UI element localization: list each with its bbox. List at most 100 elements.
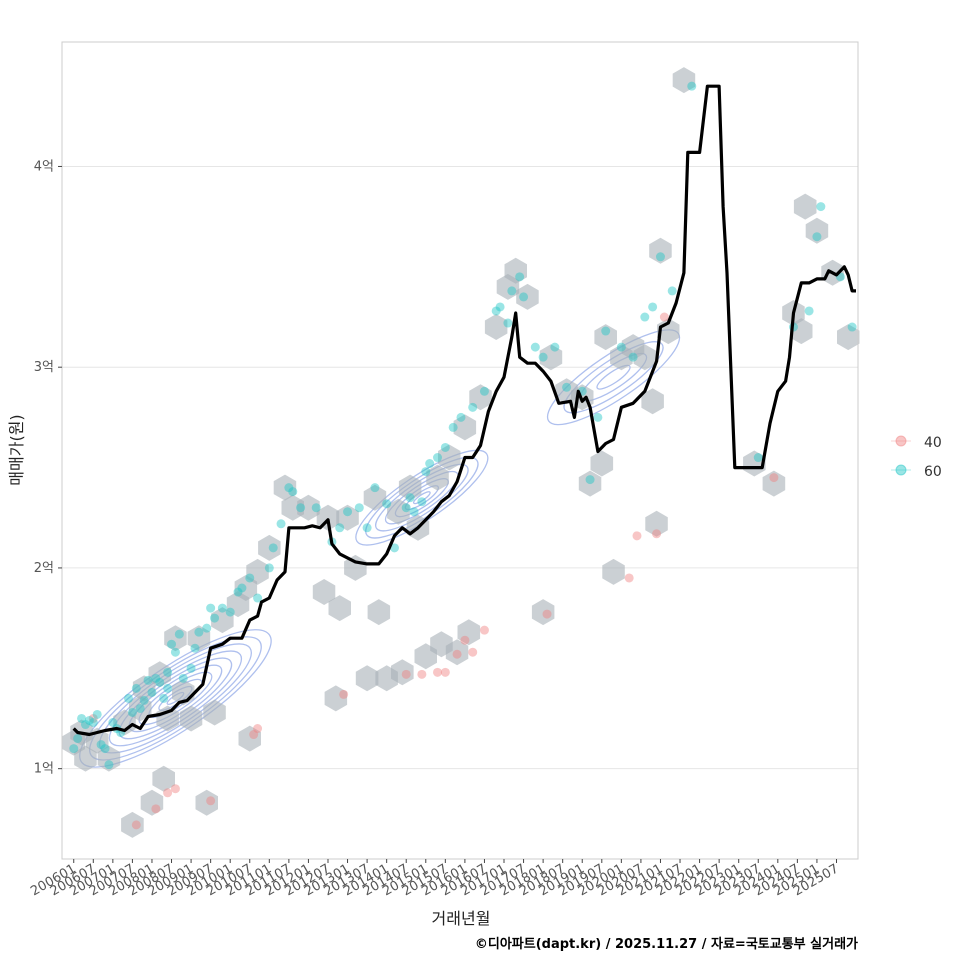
point-size-60: [276, 519, 286, 529]
hexbin-cell: [324, 685, 348, 712]
point-size-60: [163, 667, 173, 677]
point-size-40: [632, 531, 642, 541]
point-size-60: [174, 629, 184, 639]
hexbin-cell: [367, 599, 391, 626]
hexbin-cell: [246, 558, 269, 585]
point-size-40: [468, 647, 478, 657]
point-size-40: [131, 820, 141, 830]
density-contour: [138, 671, 213, 726]
point-size-60: [409, 507, 419, 517]
point-size-40: [452, 649, 462, 659]
hexbin-cell: [132, 675, 156, 702]
hexbin-cell: [453, 414, 477, 441]
hexbin-layer: [62, 67, 860, 838]
point-size-40: [624, 573, 634, 583]
point-size-60: [100, 744, 110, 754]
point-size-60: [468, 402, 478, 412]
density-contour: [563, 341, 664, 414]
point-size-60: [202, 623, 212, 633]
x-axis-ticks: 2006012006072007012007072008012008072009…: [28, 859, 841, 899]
point-size-60: [507, 286, 517, 296]
point-size-60: [495, 302, 505, 312]
point-size-60: [151, 673, 161, 683]
point-size-60: [343, 507, 353, 517]
point-size-60: [194, 627, 204, 637]
legend-key-40-point: [895, 435, 907, 447]
point-size-40: [659, 312, 669, 322]
y-tick-label: 1억: [34, 762, 54, 777]
hexbin-cell: [74, 745, 97, 772]
hexbin-cell: [363, 484, 387, 511]
hexbin-cell: [438, 444, 461, 471]
point-size-60: [268, 543, 278, 553]
point-size-60: [190, 643, 200, 653]
y-axis-title: 매매가(원): [7, 414, 26, 485]
point-size-60: [108, 717, 118, 727]
point-size-60: [440, 442, 450, 452]
hexbin-cell: [398, 474, 422, 501]
point-size-60: [264, 563, 274, 573]
point-size-60: [245, 573, 255, 583]
hexbin-cell: [387, 498, 410, 525]
hexbin-cell: [121, 811, 144, 838]
legend-key-60-point: [895, 464, 907, 476]
y-tick-label: 4억: [34, 159, 54, 174]
point-size-40: [417, 669, 427, 679]
hexbin-cell: [793, 193, 817, 220]
hexbin-cell: [336, 504, 359, 531]
point-size-60: [687, 81, 697, 91]
point-size-60: [382, 499, 392, 509]
point-size-60: [80, 720, 90, 730]
hexbin-cell: [258, 534, 281, 561]
hexbin-cell: [641, 388, 664, 415]
point-size-60: [284, 483, 294, 493]
point-size-60: [448, 422, 458, 432]
point-size-60: [655, 252, 665, 262]
point-size-40: [206, 796, 216, 806]
hexbin-cell: [504, 257, 527, 284]
hexbin-cell: [531, 599, 555, 626]
point-size-60: [123, 693, 133, 703]
point-size-60: [421, 467, 431, 477]
point-size-60: [417, 497, 427, 507]
hexbin-cell: [516, 283, 539, 310]
point-size-60: [135, 703, 145, 713]
source-caption: ©디아파트(dapt.kr) / 2025.11.27 / 자료=국토교통부 실…: [475, 936, 858, 952]
hexbin-cell: [211, 607, 234, 634]
point-size-40: [170, 784, 180, 794]
density-contour: [596, 364, 631, 390]
point-size-40: [460, 635, 470, 645]
point-size-60: [210, 613, 220, 623]
point-size-60: [147, 687, 157, 697]
point-size-60: [479, 386, 489, 396]
point-size-60: [178, 673, 188, 683]
point-size-60: [550, 342, 560, 352]
hexbin-cell: [156, 705, 179, 732]
hexbin-cell: [195, 789, 218, 816]
point-size-60: [667, 286, 677, 296]
hexbin-cell: [297, 494, 320, 521]
density-contour: [412, 491, 431, 505]
hexbin-cell: [672, 67, 696, 94]
point-size-60: [401, 503, 411, 513]
hexbin-cell: [594, 324, 617, 351]
point-size-40: [151, 804, 161, 814]
point-size-60: [816, 202, 826, 212]
hexbin-cell: [129, 695, 152, 722]
point-size-40: [339, 689, 349, 699]
point-size-60: [628, 352, 638, 362]
point-size-60: [69, 744, 79, 754]
point-size-60: [847, 322, 857, 332]
point-size-60: [593, 412, 603, 422]
legend-label-40: 40: [924, 435, 942, 451]
point-size-40: [253, 724, 263, 734]
x-axis-title: 거래년월: [432, 909, 491, 928]
point-size-60: [92, 709, 102, 719]
point-size-60: [405, 493, 415, 503]
hexbin-cell: [234, 575, 258, 601]
point-size-60: [155, 677, 165, 687]
point-size-60: [84, 715, 94, 725]
hexbin-cell: [179, 705, 203, 732]
point-size-60: [585, 475, 595, 485]
